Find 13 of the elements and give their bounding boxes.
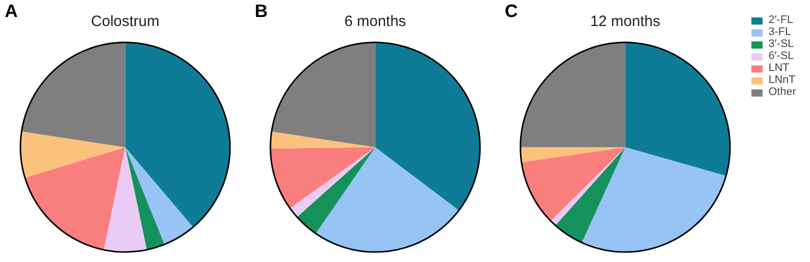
- chart-title: Colostrum: [91, 12, 160, 30]
- text: B: [254, 0, 268, 21]
- legend-label: Other: [768, 86, 796, 98]
- legend-label: LNnT: [768, 74, 796, 86]
- legend-label: 3′-SL: [768, 38, 794, 50]
- legend-label: 6′-SL: [768, 50, 794, 62]
- chart-title: 12 months: [590, 12, 660, 30]
- chart-title: 6 months: [344, 12, 406, 30]
- legend-label: 2′-FL: [768, 14, 794, 26]
- legend-label: LNT: [768, 62, 790, 74]
- legend-label: 3-FL: [768, 26, 792, 38]
- text: A: [4, 0, 18, 21]
- text: C: [504, 0, 518, 21]
